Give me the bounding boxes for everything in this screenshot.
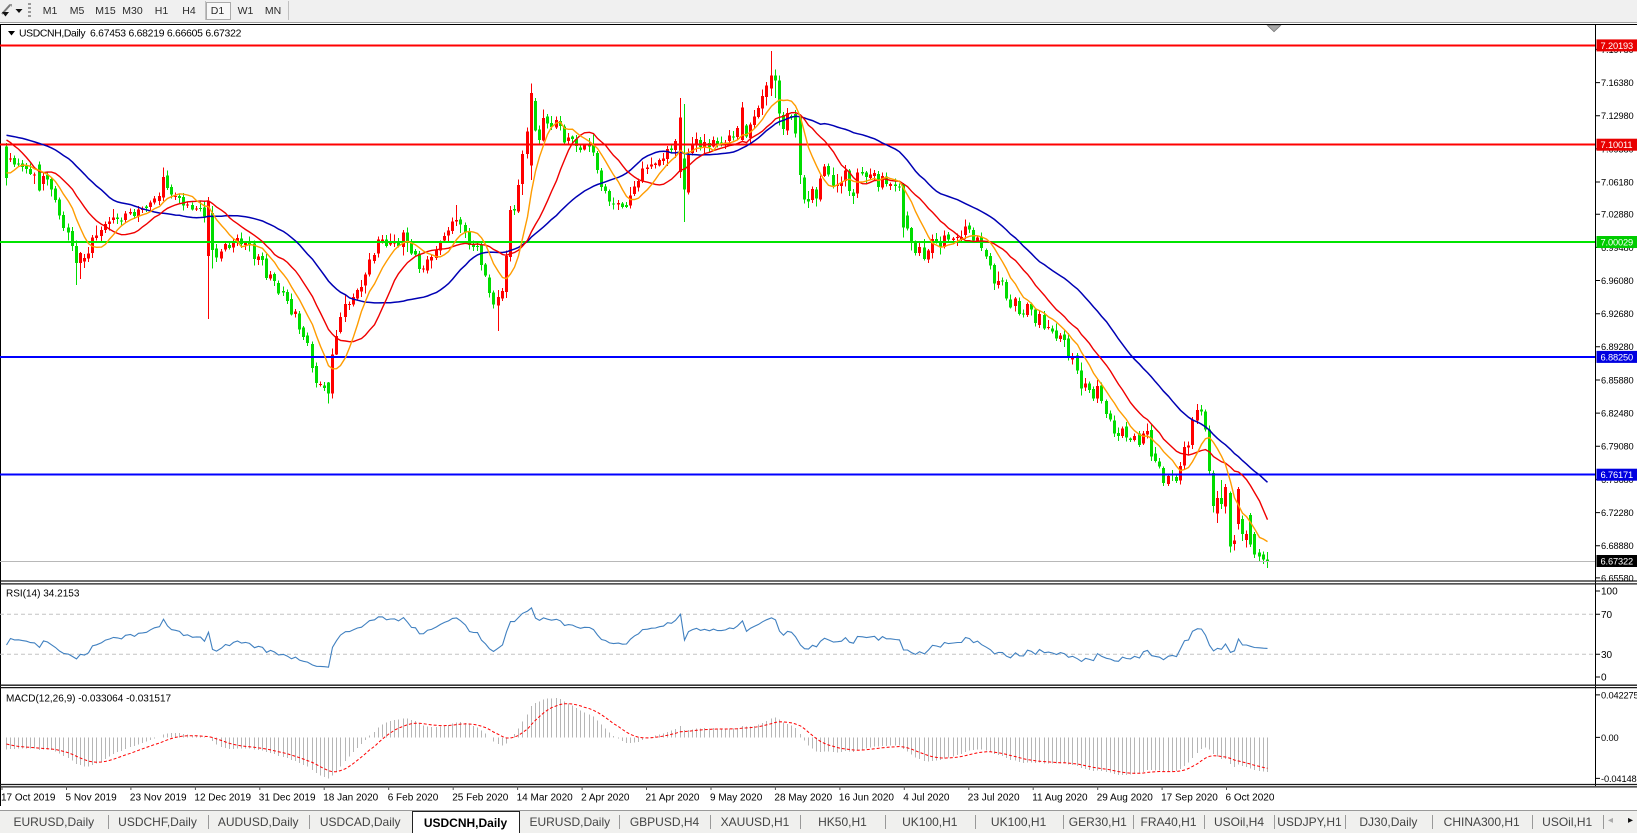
svg-text:5 Nov 2019: 5 Nov 2019 [66,793,118,804]
svg-text:6 Oct 2020: 6 Oct 2020 [1226,793,1275,804]
svg-text:21 Apr 2020: 21 Apr 2020 [646,793,700,804]
svg-text:17 Sep 2020: 17 Sep 2020 [1161,793,1218,804]
svg-text:23 Nov 2019: 23 Nov 2019 [130,793,187,804]
svg-text:6.65580: 6.65580 [1601,573,1634,583]
svg-text:70: 70 [1601,610,1613,621]
svg-text:6.76171: 6.76171 [1601,470,1634,480]
svg-text:6.88250: 6.88250 [1601,352,1634,362]
svg-text:25 Feb 2020: 25 Feb 2020 [452,793,509,804]
svg-text:6 Feb 2020: 6 Feb 2020 [388,793,439,804]
svg-text:12 Dec 2019: 12 Dec 2019 [194,793,251,804]
svg-text:31 Dec 2019: 31 Dec 2019 [259,793,316,804]
svg-text:RSI(14) 34.2153: RSI(14) 34.2153 [6,588,80,599]
svg-text:7.16380: 7.16380 [1601,78,1634,88]
svg-text:6.68880: 6.68880 [1601,541,1634,551]
svg-text:6.72280: 6.72280 [1601,508,1634,518]
svg-text:17 Oct 2019: 17 Oct 2019 [1,793,56,804]
svg-text:6.67322: 6.67322 [1601,556,1634,566]
svg-text:6.89280: 6.89280 [1601,342,1634,352]
svg-text:6.82480: 6.82480 [1601,409,1634,419]
svg-text:9 May 2020: 9 May 2020 [710,793,763,804]
svg-text:2 Apr 2020: 2 Apr 2020 [581,793,630,804]
svg-text:0.00: 0.00 [1601,733,1619,743]
svg-text:7.10011: 7.10011 [1601,140,1633,150]
svg-text:16 Jun 2020: 16 Jun 2020 [839,793,894,804]
svg-text:6.92680: 6.92680 [1601,309,1634,319]
svg-text:7.12980: 7.12980 [1601,111,1634,121]
svg-text:7.00029: 7.00029 [1601,237,1634,247]
svg-text:100: 100 [1601,587,1618,598]
svg-text:0: 0 [1601,673,1607,684]
svg-text:23 Jul 2020: 23 Jul 2020 [968,793,1020,804]
svg-text:7.06180: 7.06180 [1601,177,1634,187]
svg-text:11 Aug 2020: 11 Aug 2020 [1032,793,1088,804]
svg-text:18 Jan 2020: 18 Jan 2020 [323,793,378,804]
svg-text:6.79080: 6.79080 [1601,442,1634,452]
svg-text:6.67453 6.68219 6.66605 6.6732: 6.67453 6.68219 6.66605 6.67322 [90,29,242,40]
svg-text:28 May 2020: 28 May 2020 [774,793,832,804]
svg-text:30: 30 [1601,650,1613,661]
svg-text:29 Aug 2020: 29 Aug 2020 [1097,793,1154,804]
svg-text:7.02880: 7.02880 [1601,210,1634,220]
svg-text:14 Mar 2020: 14 Mar 2020 [517,793,574,804]
svg-text:MACD(12,26,9) -0.033064 -0.031: MACD(12,26,9) -0.033064 -0.031517 [6,694,172,705]
svg-text:6.96080: 6.96080 [1601,276,1634,286]
svg-text:4 Jul 2020: 4 Jul 2020 [903,793,950,804]
svg-text:0.042275: 0.042275 [1601,690,1637,700]
svg-text:USDCNH,Daily: USDCNH,Daily [19,29,86,40]
svg-text:6.85880: 6.85880 [1601,375,1634,385]
svg-text:-0.04148: -0.04148 [1601,774,1637,784]
svg-text:7.20193: 7.20193 [1601,41,1634,51]
